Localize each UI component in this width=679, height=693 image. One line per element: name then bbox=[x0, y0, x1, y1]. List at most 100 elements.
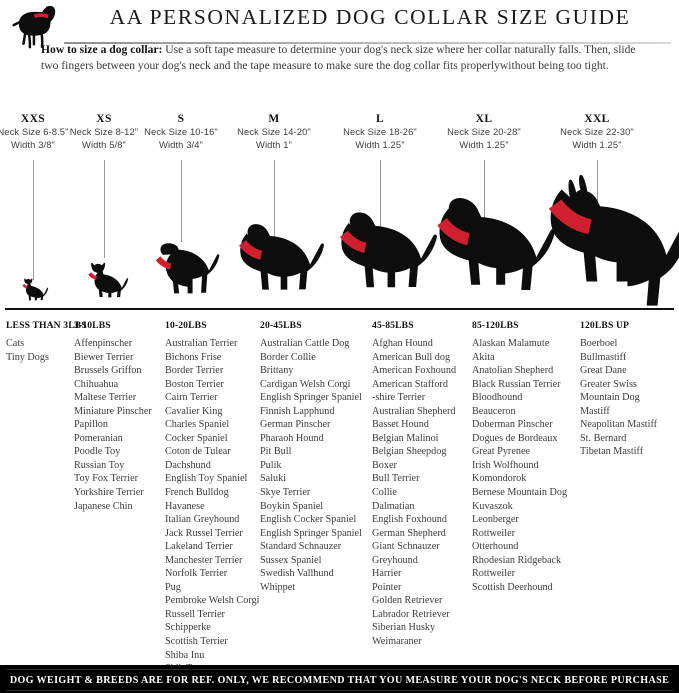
size-column-m: M Neck Size 14-20" Width 1" bbox=[214, 113, 334, 151]
breed-list-item: Bloodhound bbox=[472, 392, 523, 404]
breed-list-item: Pomeranian bbox=[74, 432, 123, 444]
how-to-size-body: Use a soft tape measure to determine you… bbox=[41, 43, 636, 73]
breed-list-item: Scottish Deerhound bbox=[472, 581, 553, 593]
breed-list-item: English Foxhound bbox=[372, 514, 447, 526]
breed-column-3-10lbs: 3-10LBS Affenpinscher Biewer Terrier Brusse… bbox=[74, 320, 152, 513]
dog-silhouette-xxl bbox=[536, 161, 679, 308]
breed-weight-header: 85-120LBS bbox=[472, 320, 519, 331]
breed-list-item: Doberman Pinscher bbox=[472, 419, 553, 431]
breed-list-item: Alaskan Malamute bbox=[472, 338, 550, 349]
breed-list-item: Basset Hound bbox=[372, 419, 429, 431]
breed-list-item: Brittany bbox=[260, 365, 294, 377]
breed-list-item: Pembroke Welsh Corgi bbox=[165, 595, 260, 607]
breed-list-item: Weimaraner bbox=[372, 636, 422, 648]
breed-list-item: Schipperke bbox=[165, 622, 211, 634]
breed-list-item: Affenpinscher bbox=[74, 338, 133, 349]
breed-list-item: Pulik bbox=[260, 459, 282, 471]
how-to-size-paragraph: How to size a dog collar: Use a soft tap… bbox=[41, 42, 641, 75]
ground-line bbox=[5, 308, 674, 310]
breed-list-item: Mastiff bbox=[580, 405, 610, 417]
breed-weight-header: 3-10LBS bbox=[74, 320, 111, 331]
breed-list-item: Whippet bbox=[260, 581, 296, 593]
size-collar-width: Width 1.25" bbox=[355, 138, 405, 150]
breed-list-item: Neapolitan Mastiff bbox=[580, 419, 658, 431]
size-column-xl: XL Neck Size 20-28" Width 1.25" bbox=[424, 113, 544, 151]
breed-list-item: Russian Toy bbox=[74, 459, 125, 471]
breed-column-10-20lbs: 10-20LBS Australian Terrier Bichons Frise B… bbox=[165, 320, 259, 689]
size-neck-range: Neck Size 20-28" bbox=[447, 126, 521, 137]
breed-list-item: Greyhound bbox=[372, 554, 418, 566]
breed-list-item: Otterhound bbox=[472, 541, 519, 553]
dog-silhouette-m bbox=[232, 207, 331, 308]
breed-weight-header: LESS THAN 3LBS bbox=[6, 320, 87, 331]
breed-list-item: Biewer Terrier bbox=[74, 351, 134, 363]
breed-list-item: Mountain Dog bbox=[580, 392, 640, 404]
size-label: L bbox=[375, 113, 385, 125]
size-label: S bbox=[177, 113, 185, 125]
breed-list-item: Border Collie bbox=[260, 351, 316, 363]
breed-list-item: Manchester Terrier bbox=[165, 554, 243, 566]
breed-list-item: Rottweiler bbox=[472, 568, 516, 580]
dog-silhouette-s bbox=[147, 227, 227, 308]
breed-list-item: American Stafford bbox=[372, 378, 448, 390]
size-collar-width: Width 1.25" bbox=[572, 138, 622, 150]
breed-list-item: Beauceron bbox=[472, 405, 516, 417]
breed-list-item: Poodle Toy bbox=[74, 446, 121, 458]
breed-list-item: Australian Cattle Dog bbox=[260, 338, 350, 349]
breed-list-item: Boxer bbox=[372, 459, 397, 471]
breed-list-item: Scottish Terrier bbox=[165, 636, 228, 648]
size-tick-xxl bbox=[597, 160, 598, 220]
breed-list-item: Kuvaszok bbox=[472, 500, 513, 512]
breed-list-item: Standard Schnauzer bbox=[260, 541, 342, 553]
size-neck-range: Neck Size 8-12" bbox=[69, 126, 139, 137]
breed-list-item: Shiba Inu bbox=[165, 649, 205, 661]
dog-silhouette-xs bbox=[80, 249, 138, 308]
size-neck-range: Neck Size 6-8.5" bbox=[0, 126, 69, 137]
poster-header: AA PERSONALIZED DOG COLLAR SIZE GUIDE bbox=[0, 0, 679, 52]
breed-list-item: Skye Terrier bbox=[260, 487, 311, 499]
breed-list-item: Japanese Chin bbox=[74, 500, 133, 512]
breed-list-item: Bichons Frise bbox=[165, 351, 222, 363]
how-to-size-lead: How to size a dog collar: bbox=[41, 43, 163, 56]
breed-list-item: Black Russian Terrier bbox=[472, 378, 561, 390]
breed-list-item: Havanese bbox=[165, 500, 205, 512]
breed-list-item: Great Pyrenee bbox=[472, 446, 530, 458]
breed-list-item: Greater Swiss bbox=[580, 378, 637, 390]
breed-list-item: Charles Spaniel bbox=[165, 419, 230, 431]
disclaimer-banner: DOG WEIGHT & BREEDS ARE FOR REF. ONLY, W… bbox=[0, 665, 679, 693]
breed-list-item: Great Dane bbox=[580, 365, 627, 377]
breed-list-item: French Bulldog bbox=[165, 487, 229, 499]
size-neck-range: Neck Size 10-16" bbox=[144, 126, 218, 137]
breed-list-item: Irish Wolfhound bbox=[472, 459, 539, 471]
breed-list-item: Bull Terrier bbox=[372, 473, 420, 485]
size-collar-width: Width 3/4" bbox=[159, 138, 203, 150]
breed-list-item: American Foxhound bbox=[372, 365, 457, 377]
breed-weight-header: 10-20LBS bbox=[165, 320, 207, 331]
title-divider bbox=[64, 42, 671, 44]
breed-list-item: Rottweiler bbox=[472, 527, 516, 539]
breed-list-item: Italian Greyhound bbox=[165, 514, 240, 526]
breed-list-item: Cats bbox=[6, 338, 25, 349]
disclaimer-text: DOG WEIGHT & BREEDS ARE FOR REF. ONLY, W… bbox=[9, 674, 670, 686]
breed-list-item: Australian Terrier bbox=[165, 338, 238, 349]
breed-list-item: Harrier bbox=[372, 568, 402, 580]
breed-weight-header: 20-45LBS bbox=[260, 320, 302, 331]
dog-silhouette-xxs bbox=[16, 266, 57, 308]
breed-list-item: Boston Terrier bbox=[165, 378, 224, 390]
breed-list-item: Akita bbox=[472, 351, 495, 363]
size-collar-width: Width 1" bbox=[256, 138, 292, 150]
size-neck-range: Neck Size 22-30" bbox=[560, 126, 634, 137]
breed-list-item: Boykin Spaniel bbox=[260, 500, 324, 512]
breed-list-item: Toy Fox Terrier bbox=[74, 473, 139, 485]
breed-list-item: Tiny Dogs bbox=[6, 351, 49, 363]
breed-list-item: Boerboel bbox=[580, 338, 618, 349]
size-collar-width: Width 3/8" bbox=[11, 138, 55, 150]
breed-list-item: Tibetan Mastiff bbox=[580, 446, 644, 458]
breed-list-item: Saluki bbox=[260, 473, 287, 485]
breed-list-item: Maltese Terrier bbox=[74, 392, 137, 404]
breed-column-85-120lbs: 85-120LBS Alaskan Malamute Akita Anatolian … bbox=[472, 320, 567, 594]
breed-list-item: Yorkshire Terrier bbox=[74, 487, 144, 499]
breed-list-item: -shire Terrier bbox=[372, 392, 426, 404]
breed-list-item: Cardigan Welsh Corgi bbox=[260, 378, 351, 390]
